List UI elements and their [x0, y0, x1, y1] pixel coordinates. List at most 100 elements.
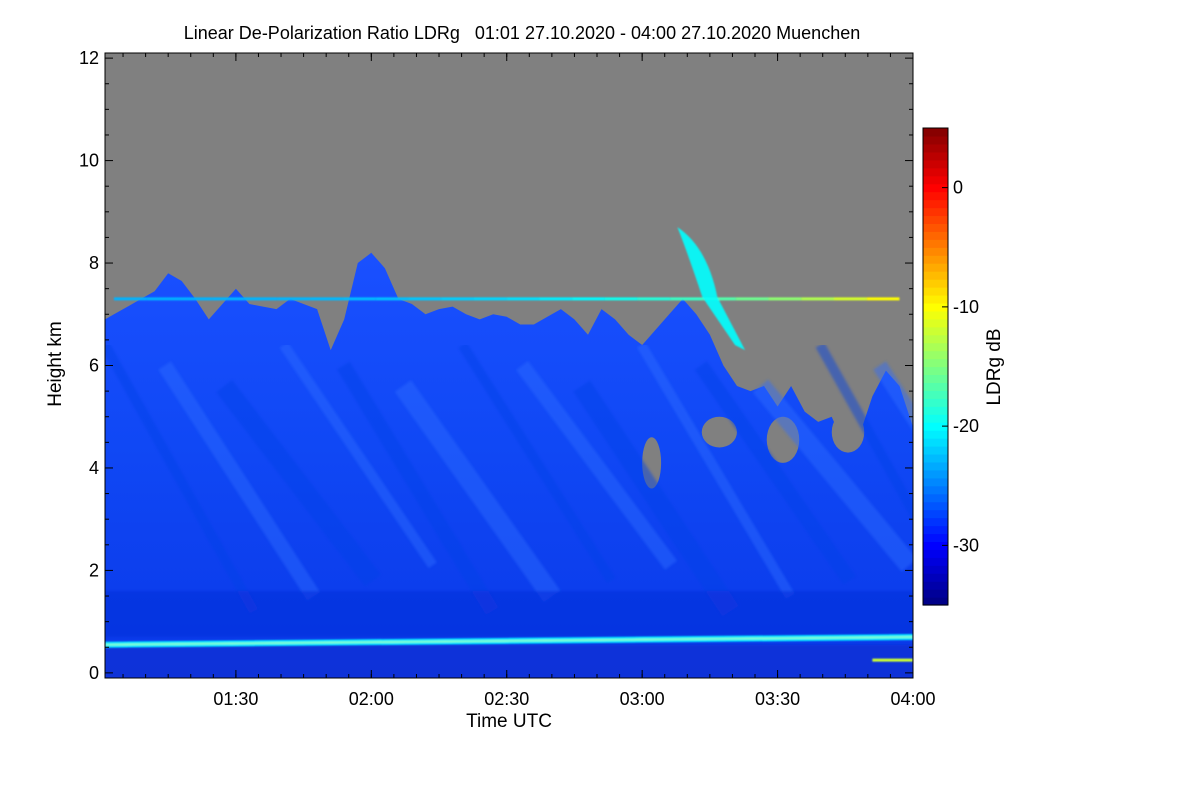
x-axis: 01:30 02:00 02:30 03:00 03:30 04:00: [122, 53, 936, 709]
fall-streak: [752, 379, 913, 572]
fall-streak: [105, 342, 259, 614]
ice-fallstreak: [677, 227, 746, 351]
aerosol-layer-core: [105, 636, 913, 646]
colorbar-tick-label: -20: [953, 416, 979, 436]
colorbar-segment: [923, 215, 948, 224]
colorbar-frame: [922, 127, 949, 606]
fall-streak: [216, 379, 382, 587]
fall-streak: [694, 361, 856, 585]
colorbar-segment: [923, 247, 948, 256]
near-surface: [105, 644, 913, 678]
fall-streak: [394, 380, 561, 602]
x-tick-label: 04:00: [890, 689, 935, 709]
colorbar-segment: [923, 199, 948, 209]
colorbar: 0 -10 -20 -30: [922, 127, 979, 606]
colorbar-segment: [923, 334, 948, 344]
colorbar-segment: [923, 287, 948, 296]
colorbar-segment: [923, 135, 948, 145]
colorbar-tick-label: 0: [953, 178, 963, 198]
colorbar-segment: [923, 541, 948, 550]
colorbar-segment: [923, 557, 948, 566]
y-tick-label: 2: [89, 560, 99, 580]
colorbar-segment: [923, 461, 948, 471]
colorbar-segment: [923, 294, 948, 304]
fall-streak: [279, 342, 437, 569]
colorbar-segment: [923, 501, 948, 511]
colorbar-segment: [923, 390, 948, 399]
fall-streak: [873, 361, 913, 432]
colorbar-segment: [923, 597, 948, 606]
colorbar-tick-label: -10: [953, 297, 979, 317]
x-tick-label: 02:30: [484, 689, 529, 709]
colorbar-segment: [923, 128, 948, 137]
colorbar-segment: [923, 469, 948, 479]
colorbar-segment: [923, 485, 948, 495]
colorbar-segment: [923, 398, 948, 407]
colorbar-segment: [923, 175, 948, 185]
fall-streak: [336, 361, 499, 616]
colorbar-segment: [923, 573, 948, 582]
fall-streak: [636, 342, 795, 599]
colorbar-segment: [923, 302, 948, 312]
colorbar-segment: [923, 255, 948, 264]
colorbar-segment: [923, 453, 948, 463]
colorbar-segment: [923, 207, 948, 217]
colorbar-segment: [923, 167, 948, 177]
colorbar-label: LDRg dB: [984, 328, 1005, 405]
colorbar-segment: [923, 374, 948, 383]
colorbar-segment: [923, 446, 948, 455]
x-tick-label: 03:00: [620, 689, 665, 709]
colorbar-segment: [923, 191, 948, 201]
colorbar-segment: [923, 533, 948, 542]
plot-area: [105, 53, 913, 678]
x-tick-label: 03:30: [755, 689, 800, 709]
y-axis: 0 2 4 6 8 10 12: [79, 48, 913, 683]
fall-streak: [815, 342, 913, 522]
colorbar-segment: [923, 310, 948, 320]
colorbar-segment: [923, 422, 948, 431]
colorbar-segment: [923, 406, 948, 415]
colorbar-segment: [923, 565, 948, 574]
y-tick-label: 8: [89, 253, 99, 273]
y-tick-label: 0: [89, 663, 99, 683]
colorbar-segment: [923, 239, 948, 248]
colorbar-segment: [923, 525, 948, 535]
no-signal-gap: [831, 411, 865, 453]
fall-streak: [516, 361, 678, 570]
no-signal-gap: [701, 416, 737, 448]
colorbar-segment: [923, 263, 948, 272]
boundary-layer: [105, 590, 913, 638]
chart-title: Linear De-Polarization Ratio LDRg 01:01 …: [184, 23, 860, 43]
colorbar-segment: [923, 159, 948, 169]
colorbar-tick-label: -30: [953, 535, 979, 555]
y-tick-label: 4: [89, 458, 99, 478]
colorbar-segment: [923, 493, 948, 503]
colorbar-segment: [923, 279, 948, 288]
fall-streak: [158, 361, 320, 601]
x-tick-label: 02:00: [349, 689, 394, 709]
colorbar-segment: [923, 326, 948, 336]
fall-streak: [458, 342, 616, 584]
colorbar-segment: [923, 223, 948, 232]
colorbar-segment: [923, 581, 948, 590]
colorbar-segment: [923, 143, 948, 153]
colorbar-segment: [923, 342, 948, 352]
y-tick-label: 6: [89, 356, 99, 376]
colorbar-segment: [923, 517, 948, 527]
colorbar-segment: [923, 509, 948, 519]
y-axis-label: Height km: [45, 321, 66, 407]
colorbar-segment: [923, 589, 948, 598]
fall-streak: [573, 380, 739, 617]
colorbar-segment: [923, 358, 948, 368]
colorbar-segment: [923, 382, 948, 391]
colorbar-segment: [923, 350, 948, 360]
x-axis-label: Time UTC: [466, 711, 552, 732]
colorbar-segment: [923, 549, 948, 558]
colorbar-segment: [923, 151, 948, 161]
colorbar-segment: [923, 366, 948, 376]
colorbar-segment: [923, 271, 948, 280]
colorbar-segment: [923, 231, 948, 240]
y-tick-label: 10: [79, 151, 99, 171]
colorbar-segment: [923, 414, 948, 423]
